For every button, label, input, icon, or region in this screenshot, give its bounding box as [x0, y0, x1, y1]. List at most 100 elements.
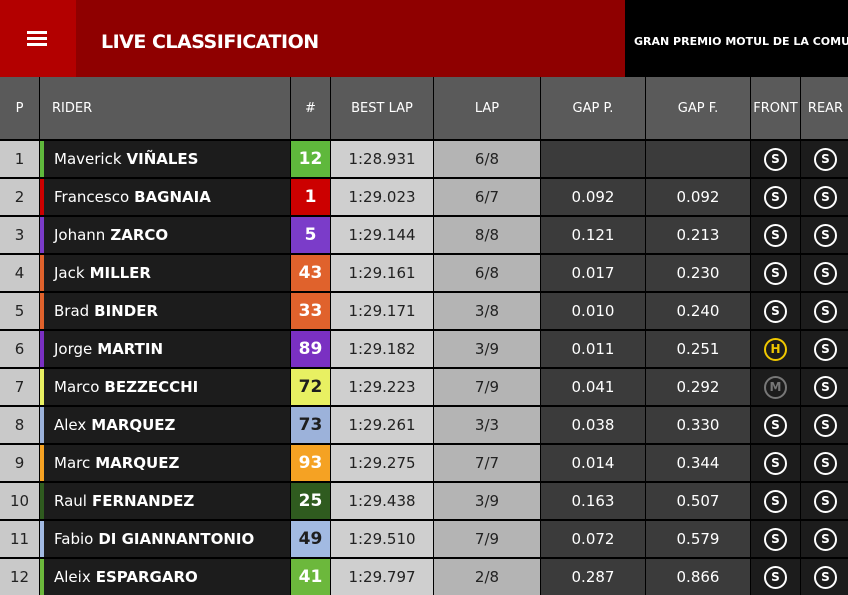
best-lap: 1:29.144 — [331, 217, 433, 253]
tyre-icon: S — [814, 185, 837, 209]
tyre-icon: S — [764, 261, 787, 285]
rider-number: 25 — [291, 483, 330, 519]
rider-number: 1 — [291, 179, 330, 215]
rear-tyre: S — [801, 179, 848, 215]
tyre-icon: S — [764, 185, 787, 209]
classification-table: P RIDER # BEST LAP LAP GAP P. GAP F. FRONT REAR 1… — [0, 77, 848, 595]
last-name: MARTIN — [97, 340, 164, 358]
tyre-icon: M — [764, 375, 787, 399]
best-lap: 1:29.275 — [331, 445, 433, 481]
best-lap: 1:29.182 — [331, 331, 433, 367]
last-name: MARQUEZ — [91, 416, 176, 434]
best-lap: 1:29.171 — [331, 293, 433, 329]
menu-button[interactable] — [0, 0, 76, 77]
position: 1 — [0, 141, 39, 177]
position: 4 — [0, 255, 39, 291]
front-tyre: S — [751, 483, 800, 519]
tyre-icon: S — [814, 337, 837, 361]
best-lap: 1:28.931 — [331, 141, 433, 177]
rider-number: 33 — [291, 293, 330, 329]
rider-name: Francesco BAGNAIA — [40, 179, 290, 215]
lap-count: 6/7 — [434, 179, 540, 215]
front-tyre: M — [751, 369, 800, 405]
lap-count: 3/8 — [434, 293, 540, 329]
rider-name: Aleix ESPARGARO — [40, 559, 290, 595]
front-tyre: S — [751, 217, 800, 253]
tyre-icon: S — [764, 413, 787, 437]
front-tyre: H — [751, 331, 800, 367]
best-lap: 1:29.797 — [331, 559, 433, 595]
rider-name: Brad BINDER — [40, 293, 290, 329]
last-name: ZARCO — [110, 226, 169, 244]
first-name: Marco — [54, 378, 100, 396]
gap-f: 0.092 — [646, 179, 750, 215]
last-name: FERNANDEZ — [91, 492, 195, 510]
gap-p: 0.010 — [541, 293, 645, 329]
tyre-icon: S — [814, 299, 837, 323]
position: 2 — [0, 179, 39, 215]
rider-number: 12 — [291, 141, 330, 177]
position: 5 — [0, 293, 39, 329]
rider-number: 5 — [291, 217, 330, 253]
rider-name: Jack MILLER — [40, 255, 290, 291]
last-name: BEZZECCHI — [104, 378, 199, 396]
first-name: Maverick — [54, 150, 122, 168]
column-header: # — [291, 77, 330, 139]
gap-p: 0.072 — [541, 521, 645, 557]
gap-f: 0.213 — [646, 217, 750, 253]
lap-count: 2/8 — [434, 559, 540, 595]
front-tyre: S — [751, 141, 800, 177]
rider-number: 89 — [291, 331, 330, 367]
tyre-icon: S — [764, 147, 787, 171]
rear-tyre: S — [801, 559, 848, 595]
tyre-icon: S — [814, 375, 837, 399]
lap-count: 3/9 — [434, 331, 540, 367]
rear-tyre: S — [801, 141, 848, 177]
title-band — [76, 0, 625, 77]
best-lap: 1:29.438 — [331, 483, 433, 519]
column-header: BEST LAP — [331, 77, 433, 139]
column-header: REAR — [801, 77, 848, 139]
tyre-icon: S — [814, 565, 837, 589]
last-name: VIÑALES — [126, 150, 199, 168]
tyre-icon: S — [814, 527, 837, 551]
first-name: Johann — [54, 226, 106, 244]
lap-count: 7/9 — [434, 521, 540, 557]
rider-name: Marco BEZZECCHI — [40, 369, 290, 405]
tyre-icon: S — [764, 489, 787, 513]
position: 8 — [0, 407, 39, 443]
first-name: Brad — [54, 302, 90, 320]
first-name: Jack — [54, 264, 85, 282]
rear-tyre: S — [801, 331, 848, 367]
rear-tyre: S — [801, 407, 848, 443]
position: 6 — [0, 331, 39, 367]
first-name: Aleix — [54, 568, 91, 586]
last-name: DI GIANNANTONIO — [98, 530, 255, 548]
gap-f — [646, 141, 750, 177]
lap-count: 3/9 — [434, 483, 540, 519]
rider-number: 43 — [291, 255, 330, 291]
best-lap: 1:29.023 — [331, 179, 433, 215]
front-tyre: S — [751, 521, 800, 557]
tyre-icon: S — [814, 147, 837, 171]
gap-p: 0.014 — [541, 445, 645, 481]
gap-p: 0.121 — [541, 217, 645, 253]
column-header: LAP — [434, 77, 540, 139]
tyre-icon: S — [814, 451, 837, 475]
rider-name: Johann ZARCO — [40, 217, 290, 253]
gap-f: 0.230 — [646, 255, 750, 291]
best-lap: 1:29.510 — [331, 521, 433, 557]
column-header: P — [0, 77, 39, 139]
page-title: LIVE CLASSIFICATION — [101, 31, 319, 53]
rider-name: Jorge MARTIN — [40, 331, 290, 367]
rear-tyre: S — [801, 293, 848, 329]
position: 9 — [0, 445, 39, 481]
column-header: GAP F. — [646, 77, 750, 139]
rear-tyre: S — [801, 521, 848, 557]
position: 7 — [0, 369, 39, 405]
last-name: MILLER — [89, 264, 151, 282]
first-name: Francesco — [54, 188, 130, 206]
gap-f: 0.866 — [646, 559, 750, 595]
rider-name: Raul FERNANDEZ — [40, 483, 290, 519]
position: 3 — [0, 217, 39, 253]
